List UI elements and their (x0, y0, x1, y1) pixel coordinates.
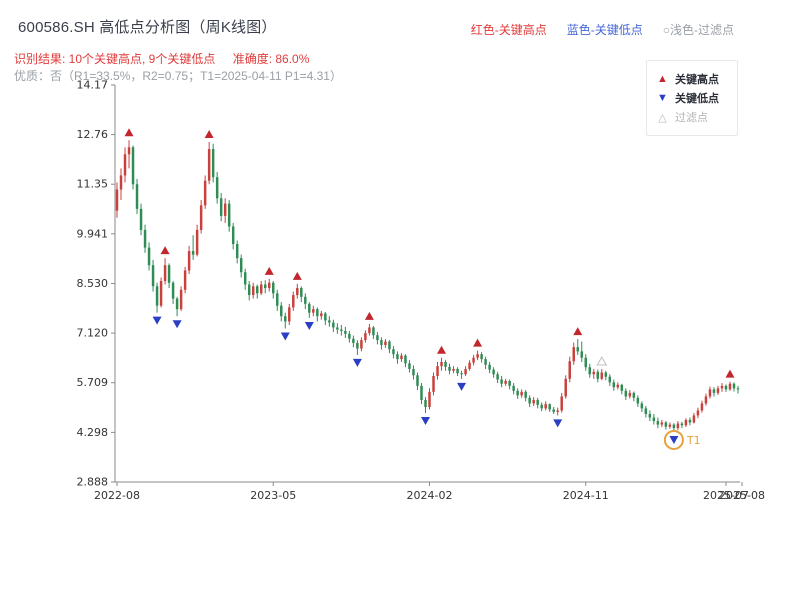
svg-text:2025-07: 2025-07 (703, 489, 749, 502)
legend-key-low-label: 蓝色-关键低点 (566, 23, 643, 37)
svg-text:2023-05: 2023-05 (250, 489, 296, 502)
svg-text:9.941: 9.941 (77, 227, 109, 240)
svg-text:T1: T1 (686, 434, 701, 447)
candlestick-chart: 2.888 4.298 5.709 7.120 8.530 9.941 11.35 12.76… (77, 79, 765, 503)
up-triangle-icon: ▲ (657, 73, 668, 85)
recognition-result-line: 识别结果: 10个关键高点, 9个关键低点 准确度: 86.0% (14, 50, 309, 67)
svg-text:8.530: 8.530 (77, 277, 109, 290)
svg-text:2.888: 2.888 (77, 476, 109, 489)
legend-row-key-high: ▲ 关键高点 (657, 73, 719, 86)
svg-text:2025-08: 2025-08 (719, 489, 765, 502)
svg-text:5.709: 5.709 (77, 376, 109, 389)
legend-row-filtered: △ 过滤点 (656, 109, 728, 125)
legend-filtered-label: ○浅色-过滤点 (662, 23, 734, 37)
svg-text:2024-11: 2024-11 (563, 489, 609, 502)
svg-text:2024-02: 2024-02 (407, 489, 453, 502)
svg-text:14.17: 14.17 (77, 79, 109, 92)
legend-key-high-label: 红色-关键高点 (470, 23, 547, 37)
top-legend: 红色-关键高点 蓝色-关键低点 ○浅色-过滤点 (471, 21, 734, 38)
quality-line: 优质：否（R1=33.5%，R2=0.75；T1=2025-04-11 P1=4… (14, 69, 342, 83)
svg-text:4.298: 4.298 (77, 426, 109, 439)
svg-text:11.35: 11.35 (77, 178, 109, 191)
svg-text:2022-08: 2022-08 (94, 489, 140, 502)
down-triangle-icon: ▼ (657, 92, 668, 104)
chart-legend-box: ▲ 关键高点 ▼ 关键低点 △ 过滤点 (646, 60, 738, 136)
svg-text:12.76: 12.76 (77, 128, 109, 141)
accuracy-value: 准确度: 86.0% (232, 52, 310, 66)
legend-row-key-low: ▼ 关键低点 (657, 92, 719, 105)
hollow-triangle-icon: △ (658, 111, 667, 124)
page-title: 600586.SH 高低点分析图（周K线图） (18, 19, 277, 36)
result-counts: 识别结果: 10个关键高点, 9个关键低点 (14, 52, 216, 66)
svg-text:7.120: 7.120 (77, 327, 109, 340)
